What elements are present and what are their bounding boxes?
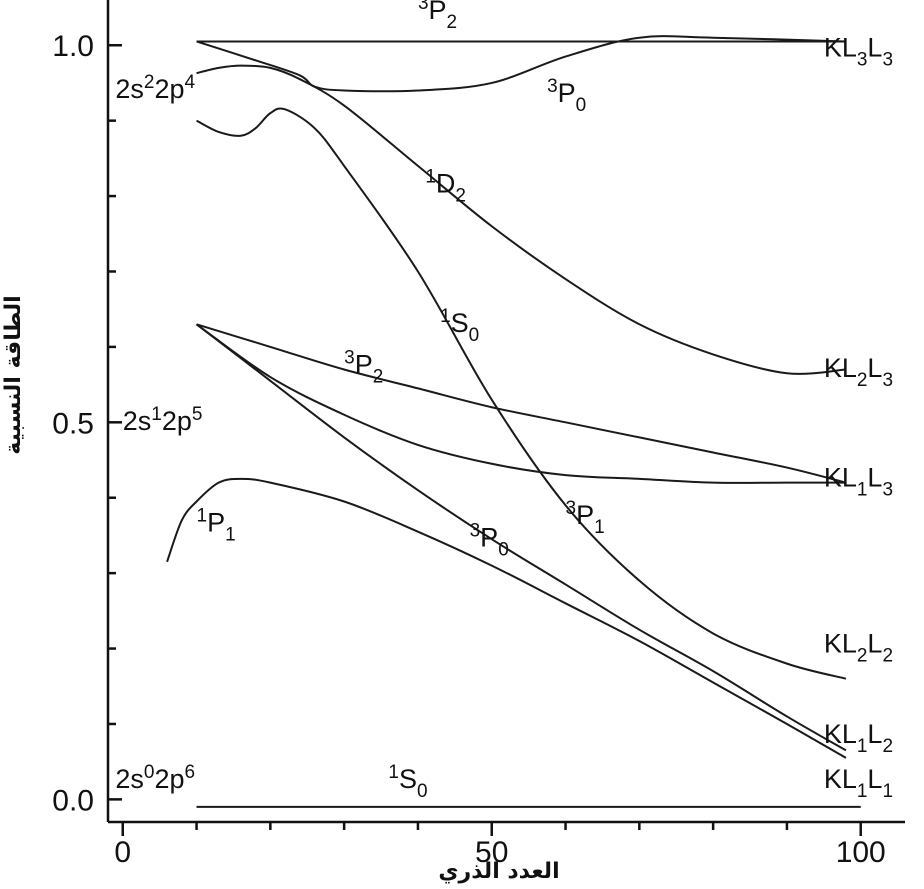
y-tick-label: 1.0 — [52, 30, 94, 63]
curve-label: 2s12p5 — [123, 404, 203, 436]
curve-label: KL1L3 — [824, 462, 893, 500]
curve-label: KL1L1 — [824, 764, 893, 802]
x-tick-label: 100 — [836, 836, 886, 869]
x-axis-title: العدد الذري — [438, 859, 559, 884]
curve-label: KL3L3 — [824, 33, 893, 71]
curve-label: 3P1 — [566, 498, 605, 538]
series-line-7 — [195, 323, 847, 752]
series-line-3 — [196, 64, 847, 375]
series-line-5 — [196, 323, 847, 484]
curve-label: 1D2 — [425, 166, 466, 206]
series-line-8 — [166, 477, 847, 759]
x-tick-label: 0 — [114, 836, 131, 869]
curve-label: 1P1 — [197, 506, 236, 546]
curve-label: KL1L2 — [824, 719, 893, 757]
curve-label: 1S0 — [388, 762, 427, 802]
curve-label: 3P0 — [547, 76, 586, 116]
curve-label: 3P0 — [470, 521, 509, 561]
curves — [166, 35, 861, 808]
curve-label: 2s02p6 — [115, 762, 195, 794]
series-line-6 — [195, 323, 846, 484]
curve-label: 2s22p4 — [115, 72, 195, 104]
y-axis-title: الطاقة النسبية — [1, 295, 26, 454]
series-line-2 — [196, 35, 846, 93]
x-tick-label: 50 — [475, 836, 508, 869]
curve-label: 1S0 — [440, 306, 479, 346]
series-line-4 — [196, 107, 847, 680]
curve-annotations: 3P2 3P0 1D2 1S0 3P2 1P1 3P0 3P1 1S0 2s22p4 2s12p5 2… — [115, 0, 893, 802]
curve-label: 3P2 — [344, 347, 383, 387]
curve-label: KL2L2 — [824, 628, 893, 666]
y-tick-label: 0.5 — [52, 407, 94, 440]
y-tick-label: 0.0 — [52, 784, 94, 817]
curve-label: 3P2 — [418, 0, 457, 33]
curve-label: KL2L3 — [824, 353, 893, 391]
axes: 0 50 100 0.0 0.5 1.0 — [52, 0, 905, 869]
